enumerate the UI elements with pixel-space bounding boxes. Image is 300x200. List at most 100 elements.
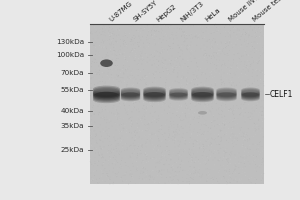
Point	[154, 121, 159, 124]
Point	[251, 159, 256, 163]
Point	[249, 88, 254, 91]
Point	[152, 146, 157, 149]
Point	[194, 155, 198, 159]
Point	[147, 101, 152, 105]
Point	[128, 171, 133, 174]
Point	[204, 24, 209, 27]
Point	[128, 87, 132, 90]
Point	[142, 75, 147, 78]
Point	[159, 27, 164, 31]
Point	[167, 149, 172, 152]
Point	[224, 45, 229, 48]
Point	[119, 176, 124, 179]
Point	[179, 160, 184, 163]
Point	[160, 112, 164, 115]
Point	[232, 140, 236, 143]
Point	[165, 169, 170, 173]
Point	[167, 110, 172, 113]
Point	[187, 148, 192, 151]
Point	[209, 30, 214, 34]
Point	[249, 135, 254, 138]
Point	[113, 65, 118, 68]
Point	[234, 95, 239, 98]
Point	[255, 122, 260, 125]
Point	[128, 36, 133, 39]
Point	[112, 104, 116, 107]
Point	[212, 138, 216, 141]
Point	[215, 54, 220, 57]
Point	[217, 59, 222, 62]
Point	[107, 91, 112, 94]
Point	[106, 68, 111, 71]
Point	[111, 166, 116, 170]
Point	[183, 106, 188, 110]
Point	[243, 43, 248, 46]
Point	[222, 169, 227, 172]
Point	[203, 52, 208, 55]
Point	[228, 29, 233, 32]
Point	[145, 138, 150, 141]
Point	[103, 167, 107, 170]
Point	[199, 23, 204, 26]
Point	[173, 170, 178, 173]
Point	[140, 62, 144, 66]
Point	[158, 126, 163, 129]
Point	[198, 47, 203, 50]
Point	[196, 160, 201, 163]
Point	[172, 69, 177, 72]
Point	[212, 119, 216, 123]
Point	[187, 112, 191, 115]
Ellipse shape	[143, 92, 166, 98]
Point	[198, 162, 203, 165]
Point	[222, 133, 226, 136]
Point	[203, 149, 208, 152]
Point	[224, 42, 229, 45]
Point	[250, 68, 255, 71]
Point	[178, 79, 183, 82]
Point	[144, 60, 148, 63]
Point	[261, 124, 266, 127]
Point	[129, 175, 134, 178]
Point	[121, 174, 126, 177]
Point	[236, 94, 240, 97]
Point	[160, 112, 164, 115]
Point	[128, 37, 133, 41]
Point	[158, 132, 163, 135]
Point	[130, 109, 134, 112]
Point	[167, 59, 172, 62]
Point	[172, 116, 177, 119]
Point	[217, 91, 222, 94]
Point	[102, 96, 106, 100]
Point	[247, 147, 252, 151]
Point	[140, 146, 145, 149]
Point	[262, 84, 266, 88]
Point	[172, 87, 177, 90]
Point	[232, 84, 237, 88]
Point	[90, 106, 95, 109]
Point	[189, 49, 194, 52]
Point	[193, 57, 197, 60]
Point	[227, 39, 232, 42]
Point	[140, 56, 145, 59]
Point	[153, 72, 158, 75]
Point	[121, 43, 126, 46]
Point	[179, 150, 184, 154]
Point	[238, 88, 243, 92]
Point	[253, 28, 258, 31]
Point	[159, 128, 164, 131]
Point	[89, 107, 94, 110]
Point	[225, 170, 230, 173]
Point	[98, 94, 103, 97]
Point	[109, 33, 114, 36]
Point	[146, 97, 151, 100]
Point	[247, 165, 251, 168]
Point	[226, 106, 231, 109]
Point	[223, 96, 227, 99]
Point	[129, 180, 134, 183]
Point	[210, 147, 214, 150]
Point	[140, 129, 145, 132]
Point	[162, 168, 167, 171]
Point	[137, 156, 142, 159]
Ellipse shape	[93, 91, 120, 97]
Point	[223, 41, 228, 44]
